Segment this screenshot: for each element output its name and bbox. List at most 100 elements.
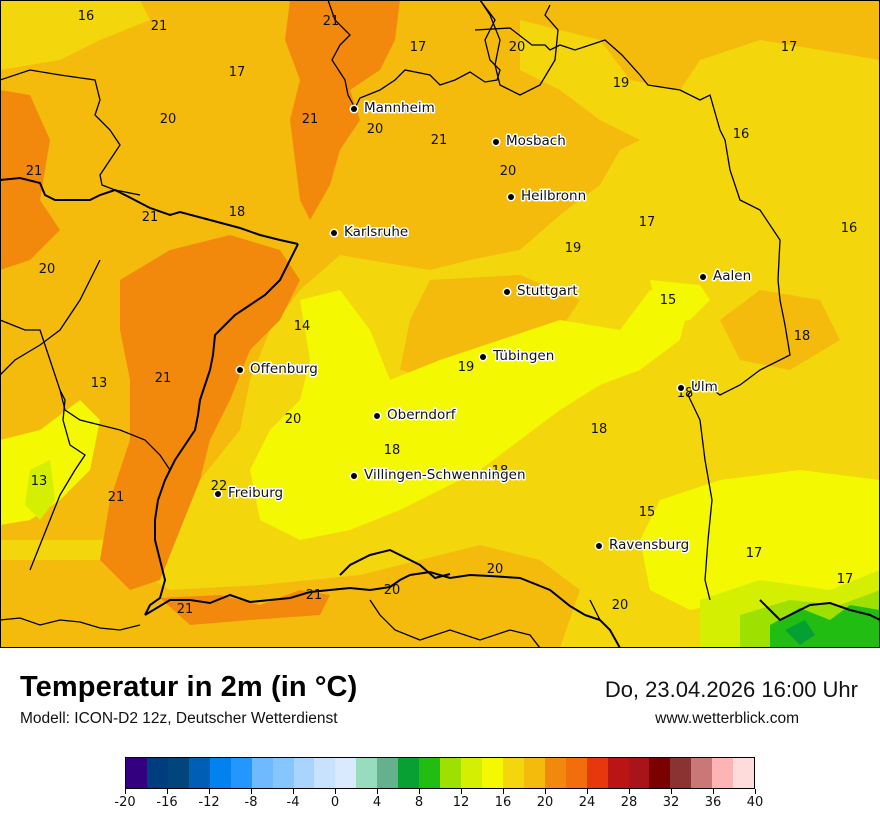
city-marker: Stuttgart [502,282,579,301]
temperature-value: 20 [285,412,302,427]
legend-tick-mark [502,789,504,794]
temperature-value: 20 [367,122,384,137]
border-bavaria [479,0,559,96]
legend-color-step [251,758,273,788]
city-label: Heilbronn [521,188,586,204]
border-lorraine [29,389,86,571]
legend-tick-label: 8 [414,795,424,810]
legend-color-step [314,758,336,788]
legend-tick-mark [124,789,126,794]
city-dot-icon [493,139,499,145]
city-label: Mannheim [364,100,435,116]
city-dot-icon [331,230,337,236]
border-swiss-cantons [0,599,601,648]
city-marker: Karlsruhe [329,223,410,242]
temperature-value: 20 [39,262,56,277]
city-marker: Ravensburg [594,536,691,555]
temperature-labels: 16 21 21 17 17 20 17 19 20 21 20 21 16 20 21 21 18 17 16 19… [26,9,858,617]
city-markers: Mannheim Mosbach Heilbronn Karlsruhe Stuttga… [213,99,753,555]
border-saar [0,319,171,471]
legend-tick-label: 20 [536,795,554,810]
city-marker: Mannheim [349,99,436,118]
city-label: Karlsruhe [344,224,408,240]
temperature-map: 16 21 21 17 17 20 17 19 20 21 20 21 16 20 21 21 18 17 16 19… [0,0,880,648]
temperature-value: 15 [660,293,677,308]
temperature-value: 17 [837,572,854,587]
temperature-value: 19 [613,76,630,91]
chart-title: Temperatur in 2m (in °C) [20,671,358,703]
border-hessen [327,0,501,110]
temperature-value: 21 [151,19,168,34]
legend-color-step [440,758,461,788]
city-marker: Mosbach [491,132,567,151]
city-marker: Freiburg [213,484,285,503]
temperature-value: 20 [384,583,401,598]
temperature-value: 21 [26,164,43,179]
temperature-value: 16 [841,221,858,236]
city-marker: Heilbronn [506,187,588,206]
temperature-value: 13 [91,376,108,391]
temperature-value: 21 [177,602,194,617]
legend-tick-mark [376,789,378,794]
temperature-value: 21 [302,112,319,127]
legend-tick-mark [418,789,420,794]
legend-tick-mark [292,789,294,794]
forecast-datetime: Do, 23.04.2026 16:00 Uhr [604,677,858,702]
legend-color-step [523,758,545,788]
city-dot-icon [504,289,510,295]
legend-tick-mark [460,789,462,794]
temperature-value: 18 [384,443,401,458]
region-14-16-aalen [650,280,710,325]
region-6-8-se [785,620,815,645]
color-legend-ticks: -20 -16 -12 -8 -4 0 4 8 12 16 20 24 28 32 36 40 [114,789,763,819]
color-legend-bar [125,757,755,789]
temperature-value: 18 [492,464,509,479]
city-label: Oberndorf [387,407,457,423]
border-switzerland [144,570,586,616]
region-12-14-west [25,460,55,520]
city-label: Aalen [713,268,751,284]
border-rhine [144,243,299,616]
model-subtitle: Modell: ICON-D2 12z, Deutscher Wetterdie… [20,710,338,727]
legend-color-step [272,758,294,788]
temperature-value: 21 [108,490,125,505]
legend-tick-label: 12 [452,795,470,810]
city-label: Stuttgart [517,283,578,299]
legend-color-step [356,758,378,788]
legend-color-step [628,758,650,788]
border-austria [584,614,621,648]
legend-tick-label: 24 [578,795,596,810]
city-dot-icon [374,413,380,419]
legend-color-step [733,758,755,788]
temperature-value: 21 [142,210,159,225]
legend-tick-mark [208,789,210,794]
temperature-value: 16 [733,127,750,142]
website-link[interactable]: www.wetterblick.com [655,710,799,727]
city-dot-icon [700,274,706,280]
temperature-value: 21 [155,371,172,386]
region-18-20-stuttgart [400,275,580,380]
legend-color-step [691,758,713,788]
legend-color-step [335,758,357,788]
region-14-16-band [250,290,690,540]
legend-tick-mark [544,789,546,794]
legend-color-step [565,758,587,788]
city-dot-icon [215,491,221,497]
city-label: Villingen-Schwenningen [364,467,526,483]
region-18-20-east [720,290,840,370]
region-16-18-ne [520,20,880,140]
city-dot-icon [508,194,514,200]
legend-color-step [167,758,189,788]
city-label: Freiburg [228,485,283,501]
city-marker: Offenburg [235,360,319,379]
border-rlp [0,69,141,196]
city-dot-icon [678,385,684,391]
legend-color-step [230,758,252,788]
border-france-north [0,176,299,245]
temperature-value: 20 [612,598,629,613]
map-canvas: 16 21 21 17 17 20 17 19 20 21 20 21 16 20 21 21 18 17 16 19… [0,0,880,648]
city-dot-icon [351,106,357,112]
legend-color-step [670,758,692,788]
legend-tick-mark [670,789,672,794]
city-dot-icon [237,367,243,373]
